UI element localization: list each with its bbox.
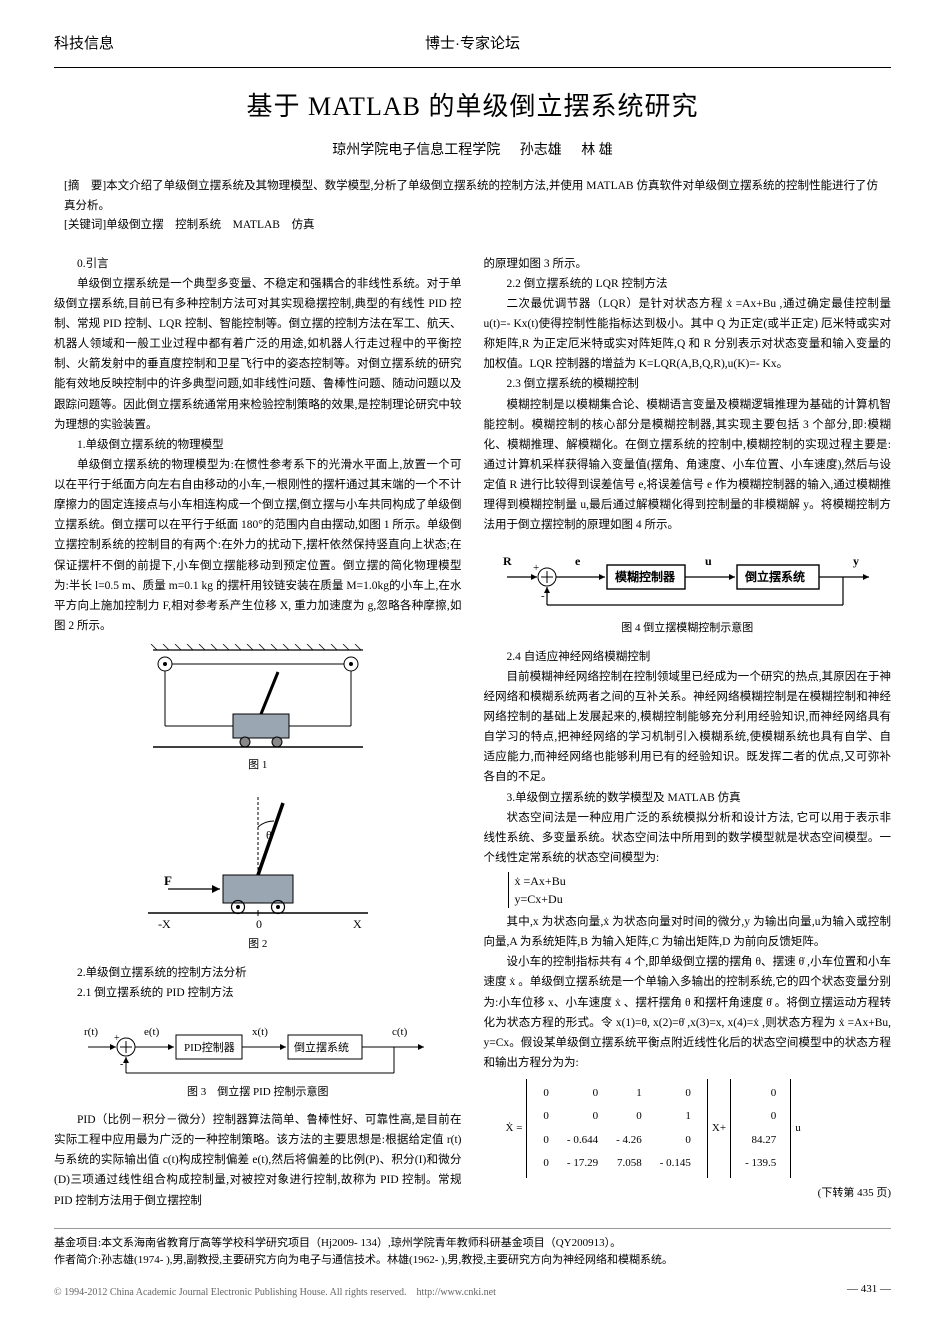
- svg-text:-X: -X: [158, 917, 171, 931]
- author-1: 孙志雄: [520, 143, 562, 158]
- sec-21-head: 2.1 倒立摆系统的 PID 控制方法: [54, 983, 462, 1003]
- sec-0-para: 单级倒立摆系统是一个典型多变量、不稳定和强耦合的非线性系统。对于单级倒立摆系统,…: [54, 274, 462, 435]
- svg-text:R: R: [503, 554, 512, 568]
- sec-23-para: 模糊控制是以模糊集合论、模糊语言变量及模糊逻辑推理为基础的计算机智能控制。模糊控…: [484, 395, 892, 536]
- header-rule: [54, 67, 891, 68]
- author-2: 林 雄: [581, 143, 613, 158]
- svg-text:θ: θ: [266, 828, 272, 842]
- sec-3-para3: 设小车的控制指标共有 4 个,即单级倒立摆的摆角 θ、摆速 θ̇ ,小车位置和小…: [484, 952, 892, 1073]
- svg-text:-: -: [541, 590, 545, 602]
- svg-text:X: X: [353, 917, 362, 931]
- svg-text:r(t): r(t): [84, 1026, 98, 1038]
- figure-1: 图 1: [54, 644, 462, 775]
- cont-line: 的原理如图 3 所示。: [484, 254, 892, 274]
- svg-text:e(t): e(t): [144, 1026, 160, 1038]
- keywords-text: 单级倒立摆 控制系统 MATLAB 仿真: [106, 219, 314, 231]
- header-left: 科技信息: [54, 32, 114, 53]
- affiliation: 琼州学院电子信息工程学院: [332, 143, 500, 158]
- sec-1-head: 1.单级倒立摆系统的物理模型: [54, 435, 462, 455]
- sec-22-para: 二次最优调节器（LQR）是针对状态方程 ẋ =Ax+Bu ,通过确定最佳控制量 …: [484, 294, 892, 375]
- abstract-text: 本文介绍了单级倒立摆系统及其物理模型、数学模型,分析了单级倒立摆系统的控制方法,…: [64, 180, 878, 212]
- svg-text:u: u: [705, 554, 712, 568]
- svg-text:+: +: [533, 562, 539, 574]
- figure-2-caption: 图 2: [54, 935, 462, 954]
- svg-text:倒立摆系统: 倒立摆系统: [294, 1040, 349, 1054]
- state-space-eq: ẋ =Ax+Bu y=Cx+Du: [508, 872, 892, 908]
- svg-text:0: 0: [256, 917, 262, 931]
- svg-text:y: y: [853, 554, 859, 568]
- figure-3-caption: 图 3 倒立摆 PID 控制示意图: [54, 1083, 462, 1102]
- author-bio: 作者简介:孙志雄(1974- ),男,副教授,主要研究方向为电子与通信技术。林雄…: [54, 1252, 891, 1270]
- svg-text:F: F: [164, 873, 172, 888]
- svg-text:-: -: [120, 1059, 123, 1070]
- sec-24-para: 目前模糊神经网络控制在控制领域里已经成为一个研究的热点,其原因在于神经网络和模糊…: [484, 667, 892, 788]
- sec-22-head: 2.2 倒立摆系统的 LQR 控制方法: [484, 274, 892, 294]
- state-matrix: Ẋ = 001000010- 0.644- 4.2600- 17.297.058…: [506, 1079, 892, 1178]
- svg-text:倒立摆系统: 倒立摆系统: [744, 569, 805, 584]
- figure-4-caption: 图 4 倒立摆模糊控制示意图: [484, 619, 892, 638]
- figure-4: R + - e 模糊控制器 u 倒立摆系统 y 图 4 倒立摆模糊控制示意图: [484, 543, 892, 638]
- figure-2-svg: -X 0 X F θ: [128, 783, 388, 933]
- sec-0-head: 0.引言: [54, 254, 462, 274]
- continued-note: (下转第 435 页): [484, 1184, 892, 1203]
- svg-text:x(t): x(t): [252, 1026, 268, 1038]
- sec-3-para1: 状态空间法是一种应用广泛的系统模拟分析和设计方法, 它可以用于表示非线性系统、多…: [484, 808, 892, 868]
- left-column: 0.引言 单级倒立摆系统是一个典型多变量、不稳定和强耦合的非线性系统。对于单级倒…: [54, 254, 462, 1211]
- svg-text:+: +: [114, 1033, 120, 1044]
- figure-4-svg: R + - e 模糊控制器 u 倒立摆系统 y: [497, 543, 877, 617]
- svg-text:模糊控制器: 模糊控制器: [615, 569, 676, 584]
- page-number: — 431 —: [847, 1283, 891, 1298]
- figure-3-svg: r(t) + - e(t) PID控制器 x(t) 倒立摆系统 c(t): [78, 1011, 438, 1081]
- sec-1-para: 单级倒立摆系统的物理模型为:在惯性参考系下的光滑水平面上,放置一个可以在平行于纸…: [54, 455, 462, 636]
- sec-3-para2: 其中,x 为状态向量,ẋ 为状态向量对时间的微分,y 为输出向量,u为输入或控制…: [484, 912, 892, 952]
- running-header: 科技信息 博士·专家论坛: [54, 32, 891, 53]
- fund-note: 基金项目:本文系海南省教育厅高等学校科学研究项目（Hj2009- 134）,琼州…: [54, 1235, 891, 1253]
- svg-text:e: e: [575, 554, 581, 568]
- figure-1-caption: 图 1: [54, 756, 462, 775]
- sec-2-head: 2.单级倒立摆系统的控制方法分析: [54, 963, 462, 983]
- body-columns: 0.引言 单级倒立摆系统是一个典型多变量、不稳定和强耦合的非线性系统。对于单级倒…: [54, 254, 891, 1211]
- sec-24-head: 2.4 自适应神经网络模糊控制: [484, 647, 892, 667]
- sec-21-para: PID（比例－积分－微分）控制器算法简单、鲁棒性好、可靠性高,是目前在实际工程中…: [54, 1110, 462, 1211]
- sec-3-head: 3.单级倒立摆系统的数学模型及 MATLAB 仿真: [484, 788, 892, 808]
- abstract-block: [摘 要]本文介绍了单级倒立摆系统及其物理模型、数学模型,分析了单级倒立摆系统的…: [64, 177, 881, 236]
- abstract-label: [摘 要]: [64, 180, 106, 192]
- figure-1-svg: [143, 644, 373, 754]
- svg-text:c(t): c(t): [392, 1026, 408, 1038]
- figure-3: r(t) + - e(t) PID控制器 x(t) 倒立摆系统 c(t): [54, 1011, 462, 1102]
- paper-title: 基于 MATLAB 的单级倒立摆系统研究: [54, 86, 891, 123]
- copyright-line: © 1994-2012 China Academic Journal Elect…: [54, 1283, 496, 1298]
- author-line: 琼州学院电子信息工程学院 孙志雄 林 雄: [54, 139, 891, 159]
- svg-text:PID控制器: PID控制器: [184, 1040, 235, 1054]
- header-center: 博士·专家论坛: [425, 32, 520, 53]
- sec-23-head: 2.3 倒立摆系统的模糊控制: [484, 374, 892, 394]
- right-column: 的原理如图 3 所示。 2.2 倒立摆系统的 LQR 控制方法 二次最优调节器（…: [484, 254, 892, 1211]
- keywords-label: [关键词]: [64, 219, 106, 231]
- footnotes: 基金项目:本文系海南省教育厅高等学校科学研究项目（Hj2009- 134）,琼州…: [54, 1228, 891, 1270]
- figure-2: -X 0 X F θ 图 2: [54, 783, 462, 954]
- page-footer: © 1994-2012 China Academic Journal Elect…: [54, 1283, 891, 1298]
